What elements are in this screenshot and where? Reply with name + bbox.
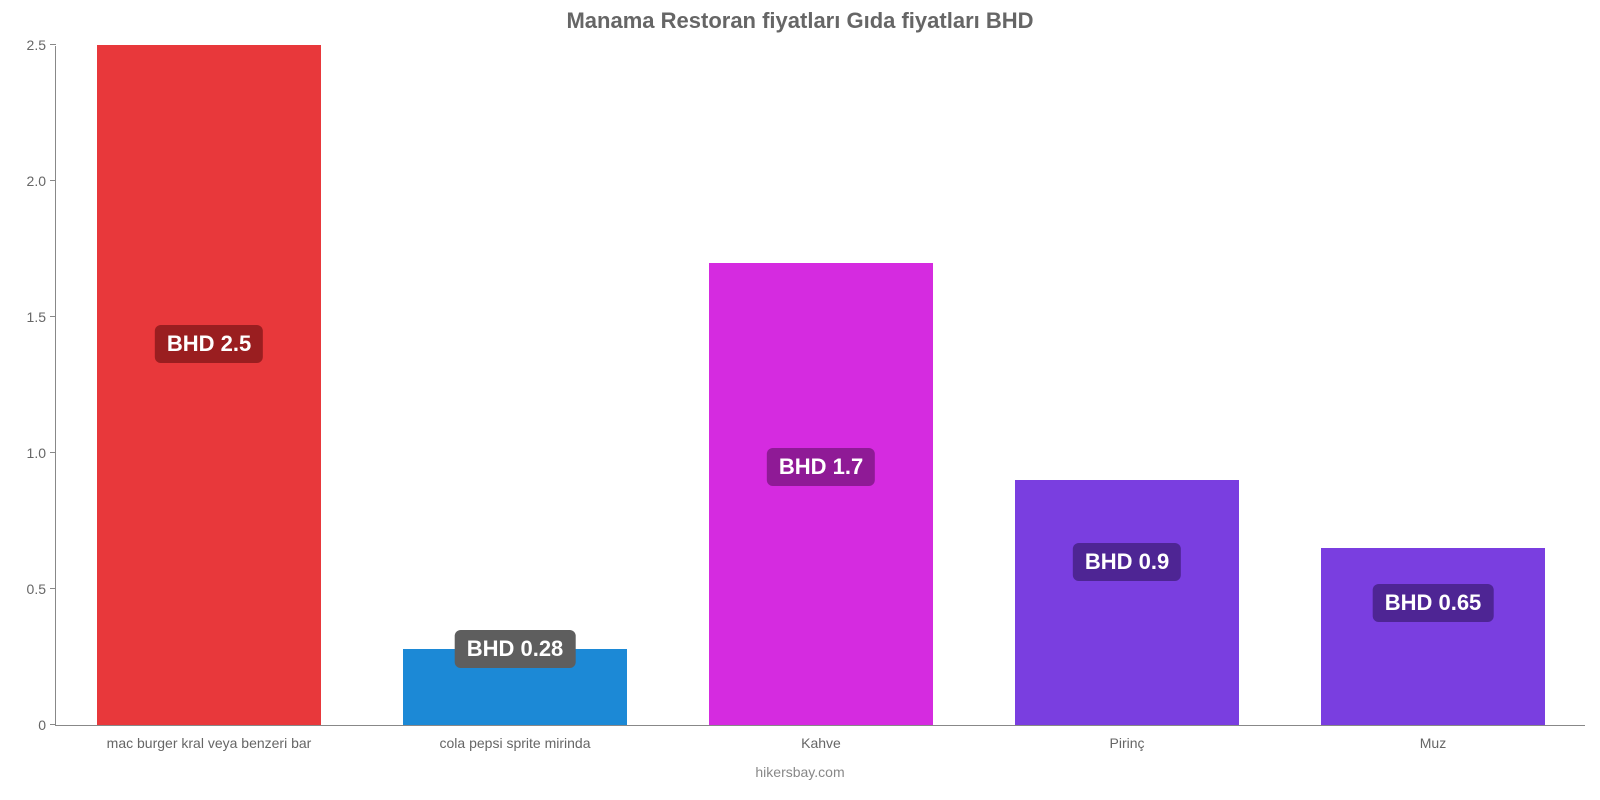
y-tick-mark [50,180,56,181]
x-tick-label: Kahve [801,725,841,751]
bar-chart: Manama Restoran fiyatları Gıda fiyatları… [0,0,1600,800]
y-tick-mark [50,316,56,317]
value-badge: BHD 1.7 [767,448,875,486]
bar [97,45,320,725]
y-tick-label: 2.5 [27,37,56,53]
value-badge: BHD 0.28 [455,630,576,668]
y-tick-mark [50,452,56,453]
plot-area: 00.51.01.52.02.5mac burger kral veya ben… [55,46,1585,726]
y-tick-mark [50,588,56,589]
y-tick-label: 1.5 [27,309,56,325]
y-tick-label: 1.0 [27,445,56,461]
value-badge: BHD 0.65 [1373,584,1494,622]
chart-title: Manama Restoran fiyatları Gıda fiyatları… [0,8,1600,34]
x-tick-label: Muz [1420,725,1446,751]
x-tick-label: mac burger kral veya benzeri bar [107,725,312,751]
y-tick-label: 2.0 [27,173,56,189]
y-tick-mark [50,724,56,725]
y-tick-mark [50,44,56,45]
x-tick-label: Pirinç [1109,725,1144,751]
bar [1321,548,1544,725]
chart-footer: hikersbay.com [0,764,1600,780]
value-badge: BHD 2.5 [155,325,263,363]
y-tick-label: 0.5 [27,581,56,597]
y-tick-label: 0 [38,717,56,733]
bar [709,263,932,725]
x-tick-label: cola pepsi sprite mirinda [440,725,591,751]
value-badge: BHD 0.9 [1073,543,1181,581]
bar [1015,480,1238,725]
